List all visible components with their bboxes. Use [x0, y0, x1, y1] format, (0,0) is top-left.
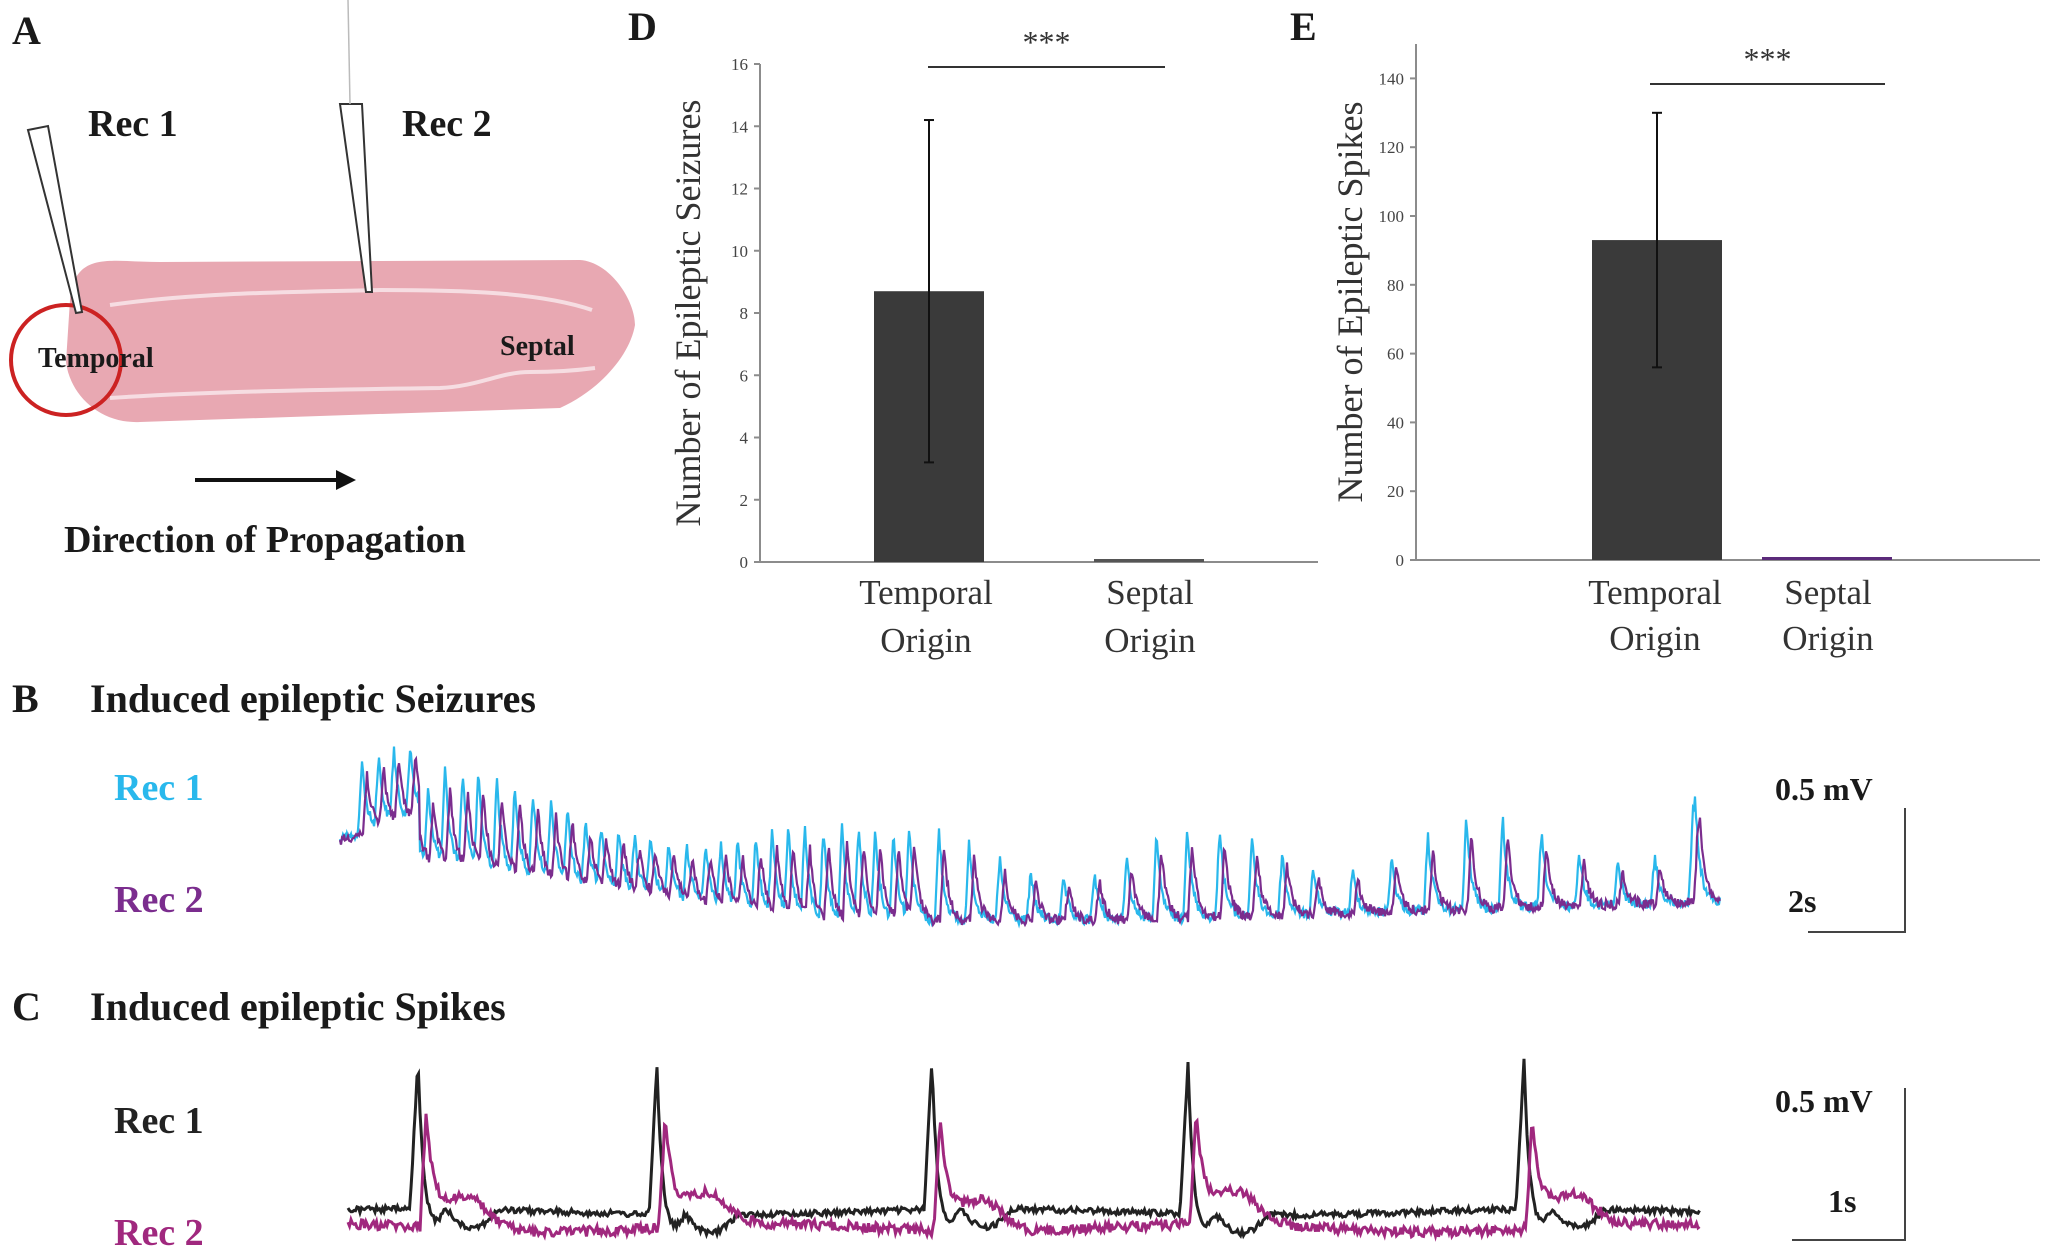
panel-letter-c: C	[12, 984, 41, 1029]
y-tick-label: 80	[1387, 276, 1404, 295]
rec2-label-c: Rec 2	[114, 1212, 204, 1254]
propagation-arrow-icon	[336, 470, 356, 490]
significance-stars: ***	[1744, 41, 1792, 77]
scale-time-b: 2s	[1788, 883, 1816, 919]
spike-trace-rec2	[346, 1113, 1701, 1242]
scale-bar-b	[1808, 808, 1906, 933]
y-tick-label: 14	[731, 117, 749, 136]
panel-c: C Induced epileptic Spikes Rec 1 Rec 2 0…	[12, 984, 1906, 1254]
electrode-rec2-icon	[338, 103, 374, 293]
y-tick-label: 0	[1396, 551, 1405, 570]
y-tick-label: 40	[1387, 413, 1404, 432]
category-label: Origin	[880, 621, 971, 660]
y-tick-label: 12	[731, 180, 748, 199]
y-tick-label: 60	[1387, 345, 1404, 364]
category-label: Septal	[1784, 573, 1872, 612]
y-tick-label: 140	[1379, 69, 1405, 88]
panel-letter-e: E	[1290, 4, 1317, 49]
y-tick-label: 100	[1379, 207, 1405, 226]
y-tick-label: 2	[740, 491, 749, 510]
temporal-region-circle	[9, 303, 123, 417]
scale-time-c: 1s	[1828, 1183, 1856, 1219]
y-tick-label: 16	[731, 55, 748, 74]
scale-amp-b: 0.5 mV	[1775, 771, 1873, 807]
panel-a: A Rec 1 Rec 2 Temporal Septal Direction …	[9, 0, 635, 561]
y-tick-label: 4	[740, 429, 749, 448]
rec2-label-a: Rec 2	[402, 103, 492, 145]
y-tick-label: 120	[1379, 138, 1405, 157]
category-label: Origin	[1104, 621, 1195, 660]
seizure-trace-rec2	[338, 755, 1722, 928]
y-tick-label: 0	[740, 553, 749, 572]
slice-inner-line-bottom	[109, 366, 596, 400]
electrode-rec1-icon	[26, 124, 84, 315]
scale-bar-c	[1792, 1088, 1906, 1241]
septal-label: Septal	[500, 331, 575, 362]
slice-inner-line-top	[109, 287, 593, 312]
spike-traces	[346, 1058, 1701, 1242]
scale-amp-c: 0.5 mV	[1775, 1083, 1873, 1119]
y-tick-label: 8	[740, 304, 749, 323]
chart-d: D 0 2 4 6 8 10 12 14 16 Number of Epileptic Seizur…	[628, 4, 1318, 660]
y-axis-label: Number of Epileptic Spikes	[1330, 102, 1370, 503]
electrode-rec2-wire	[347, 0, 351, 105]
y-axis-label: Number of Epileptic Seizures	[668, 100, 708, 527]
rec2-label-b: Rec 2	[114, 879, 204, 921]
bar-septal-origin	[1094, 559, 1204, 562]
temporal-label: Temporal	[38, 343, 154, 374]
category-label: Origin	[1782, 619, 1873, 658]
category-label: Temporal	[859, 573, 993, 612]
y-tick-label: 10	[731, 242, 748, 261]
panel-letter-a: A	[12, 8, 41, 53]
panel-letter-b: B	[12, 676, 39, 721]
seizure-trace-rec1	[338, 746, 1722, 929]
seizure-traces	[338, 746, 1722, 929]
hippocampus-slice-shape	[66, 260, 635, 423]
spike-trace-rec1	[346, 1058, 1701, 1240]
panel-b: B Induced epileptic Seizures Rec 1 Rec 2…	[12, 676, 1906, 933]
panel-letter-d: D	[628, 4, 657, 49]
rec1-label-a: Rec 1	[88, 103, 178, 145]
panel-c-title: Induced epileptic Spikes	[90, 984, 506, 1029]
category-label: Origin	[1609, 619, 1700, 658]
category-label: Temporal	[1588, 573, 1722, 612]
direction-label: Direction of Propagation	[64, 519, 466, 561]
y-tick-label: 20	[1387, 482, 1404, 501]
rec1-label-c: Rec 1	[114, 1100, 204, 1142]
significance-stars: ***	[1023, 24, 1071, 60]
rec1-label-b: Rec 1	[114, 767, 204, 809]
category-label: Septal	[1106, 573, 1194, 612]
chart-e: E 0 20 40 60 80 100 120 140 Number of Epileptic S…	[1290, 4, 2040, 658]
panel-b-title: Induced epileptic Seizures	[90, 676, 536, 721]
bar-septal-origin	[1762, 557, 1892, 560]
y-tick-label: 6	[740, 366, 749, 385]
